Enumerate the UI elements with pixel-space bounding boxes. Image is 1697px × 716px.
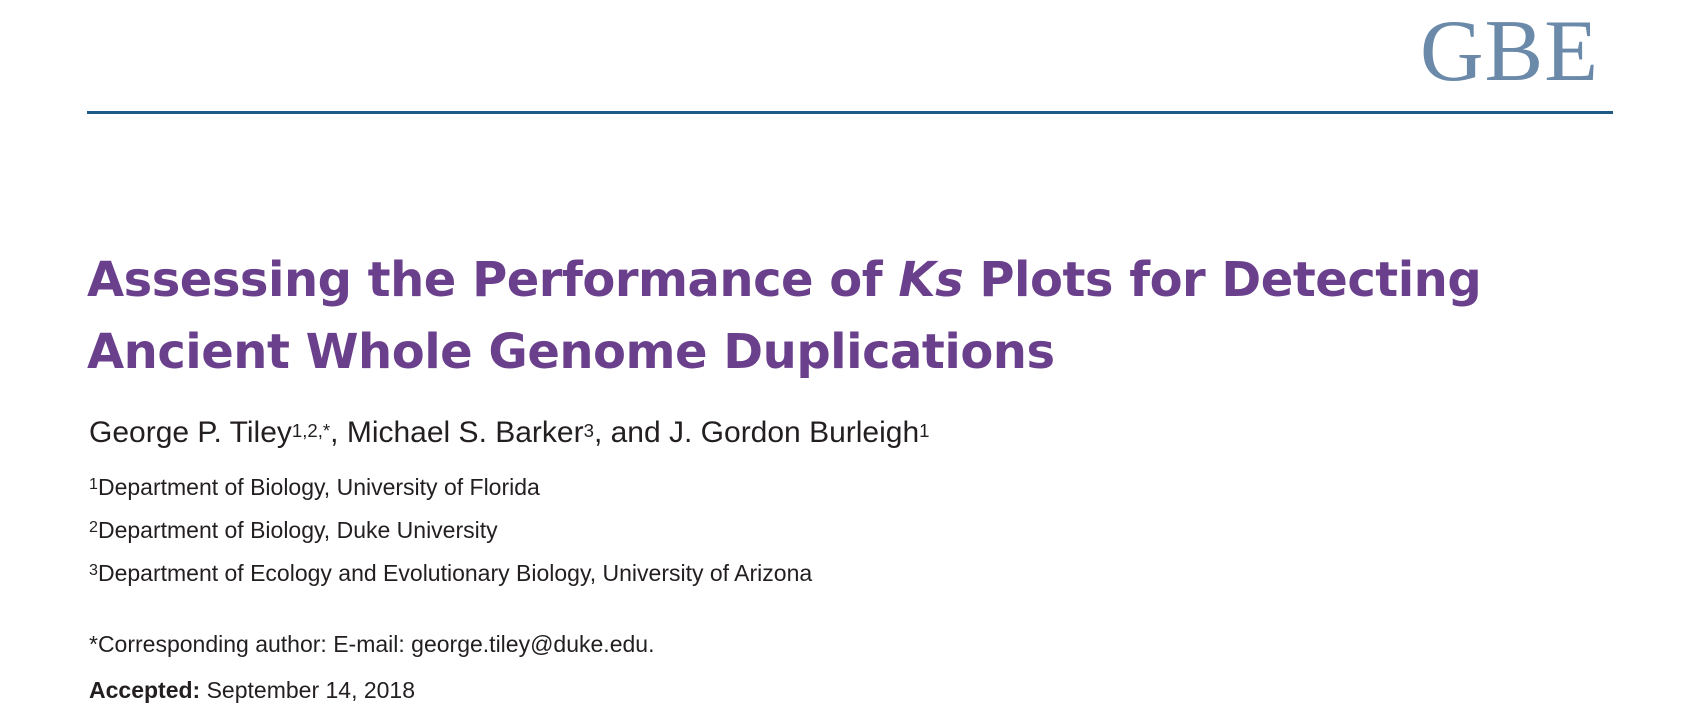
author-list: George P. Tiley1,2,*, Michael S. Barker3…: [89, 414, 929, 452]
affiliation-number: 3: [89, 561, 98, 579]
author-affiliation-marker: 1,2,*: [291, 420, 331, 441]
author-separator: , and: [593, 416, 669, 449]
affiliation-number: 2: [89, 518, 98, 536]
author-name: J. Gordon Burleigh: [669, 416, 920, 449]
author-separator: ,: [330, 416, 347, 449]
author-email-link[interactable]: george.tiley@duke.edu: [411, 631, 649, 657]
affiliation-text: Department of Biology, Duke University: [97, 517, 498, 543]
affiliation-text: Department of Ecology and Evolutionary B…: [97, 560, 813, 586]
header-rule: [87, 111, 1613, 114]
accepted-date-value: September 14, 2018: [200, 677, 416, 703]
affiliation-number: 1: [89, 475, 98, 493]
corresponding-trailing: .: [648, 631, 655, 657]
affiliation-text: Department of Biology, University of Flo…: [97, 474, 540, 500]
author-affiliation-marker: 1: [919, 420, 930, 441]
corresponding-author: *Corresponding author: E-mail: george.ti…: [89, 629, 654, 659]
author-name: Michael S. Barker: [346, 416, 584, 449]
accepted-date: Accepted: September 14, 2018: [89, 675, 415, 705]
corresponding-label: *Corresponding author: E-mail:: [89, 631, 412, 657]
affiliation-2: 2Department of Biology, Duke University: [89, 515, 498, 545]
title-italic-ks: Ks: [898, 252, 964, 308]
author-name: George P. Tiley: [89, 416, 292, 449]
author-affiliation-marker: 3: [583, 420, 594, 441]
title-part-2: Plots for Detecting Ancient Whole Genome…: [87, 252, 1482, 380]
accepted-label: Accepted:: [89, 677, 201, 703]
affiliation-1: 1Department of Biology, University of Fl…: [89, 472, 540, 502]
article-title: Assessing the Performance of Ks Plots fo…: [87, 244, 1627, 388]
journal-logo: GBE: [1420, 3, 1599, 100]
affiliation-3: 3Department of Ecology and Evolutionary …: [89, 558, 812, 588]
title-part-1: Assessing the Performance of: [87, 252, 899, 308]
